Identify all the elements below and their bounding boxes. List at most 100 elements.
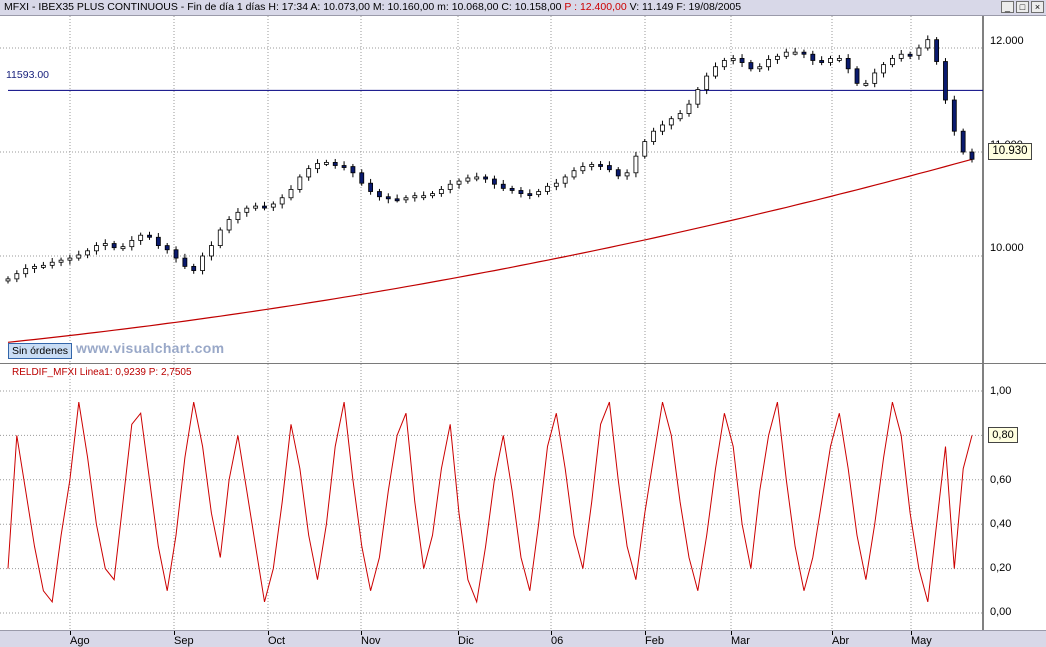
x-tick-mark	[551, 631, 552, 635]
price-chart[interactable]	[0, 16, 1046, 364]
osc-tick-000: 0,00	[990, 606, 1012, 618]
x-tick-mark	[458, 631, 459, 635]
candle-body	[907, 53, 913, 57]
chart-title-bar: MFXI - IBEX35 PLUS CONTINUOUS - Fin de d…	[0, 0, 1046, 16]
candle-body	[173, 249, 179, 259]
candle-body	[668, 118, 674, 126]
candle-body	[14, 273, 20, 280]
osc-tick-040: 0,40	[990, 518, 1012, 530]
candle-body	[40, 264, 46, 268]
high-value: M: 10.160,00	[372, 1, 435, 13]
candle-body	[377, 191, 382, 198]
candle-body	[315, 163, 320, 170]
x-tick-mark	[911, 631, 912, 635]
minimize-button[interactable]: _	[1001, 1, 1014, 13]
candle-body	[951, 99, 957, 132]
x-tick-mark	[832, 631, 833, 635]
candle-body	[898, 53, 904, 59]
candle-body	[925, 39, 931, 49]
candle-body	[253, 205, 259, 209]
candle-body	[766, 59, 771, 68]
candle-body	[85, 250, 90, 256]
candle-body	[615, 169, 621, 177]
candle-body	[412, 195, 418, 199]
candle-body	[306, 168, 312, 178]
candle-body	[863, 82, 869, 86]
candle-body	[845, 58, 851, 70]
candle-body	[810, 53, 816, 61]
candle-body	[5, 278, 11, 282]
x-tick-mark	[731, 631, 732, 635]
candle-body	[474, 176, 480, 180]
ma-path	[7, 158, 973, 343]
volume-value: V: 11.149	[629, 1, 674, 13]
candle-body	[598, 164, 603, 167]
candle-body	[447, 183, 453, 190]
candle-body	[332, 161, 338, 166]
candle-body	[527, 193, 533, 197]
candle-body	[589, 164, 595, 167]
candle-body	[129, 239, 135, 248]
candle-body	[191, 265, 197, 271]
candle-body	[943, 61, 948, 101]
osc-path	[7, 401, 973, 604]
candle-body	[182, 257, 188, 267]
candle-body	[288, 189, 294, 199]
candle-body	[969, 151, 975, 160]
indicator-chart[interactable]	[0, 364, 1046, 630]
x-tick-mark	[70, 631, 71, 635]
indicator-title: RELDIF_MFXI Linea1: 0,9239 P: 2,7505	[12, 367, 192, 378]
candle-body	[67, 257, 73, 261]
candle-body	[536, 191, 542, 196]
window-controls: _ □ ×	[1001, 1, 1044, 13]
x-tick-feb: Feb	[645, 635, 664, 647]
candle-body	[217, 229, 223, 246]
candle-body	[359, 172, 365, 184]
candle-body	[430, 193, 435, 197]
close-button[interactable]: ×	[1031, 1, 1044, 13]
candle-body	[960, 130, 966, 153]
candle-body	[483, 176, 488, 180]
candle-body	[368, 182, 374, 192]
candle-body	[916, 47, 922, 56]
x-tick-mark	[268, 631, 269, 635]
osc-tick-060: 0,60	[990, 474, 1012, 486]
candle-body	[102, 243, 108, 247]
x-tick-nov: Nov	[361, 635, 381, 647]
candle-body	[890, 58, 895, 66]
candle-body	[120, 246, 126, 250]
candle-body	[155, 236, 161, 246]
candle-body	[624, 172, 630, 177]
candle-body	[138, 234, 144, 241]
low-value: m: 10.068,00	[437, 1, 499, 13]
indicator-line	[7, 401, 973, 604]
candle-body	[509, 187, 515, 191]
candle-body	[748, 62, 754, 70]
candle-body	[111, 243, 117, 249]
candle-body	[297, 176, 303, 190]
candle-body	[571, 170, 577, 178]
candle-body	[385, 196, 391, 200]
candle-body	[704, 75, 710, 91]
period-label: Fin de día 1 días	[187, 1, 266, 13]
candle-body	[270, 203, 276, 208]
maximize-button[interactable]: □	[1016, 1, 1029, 13]
candle-body	[341, 165, 347, 168]
candle-body	[279, 197, 285, 205]
candle-body	[209, 245, 214, 257]
candle-body	[642, 141, 648, 157]
candle-body	[226, 219, 232, 231]
x-tick-mar: Mar	[731, 635, 750, 647]
candle-body	[323, 161, 329, 165]
candle-body	[58, 259, 64, 263]
candle-body	[147, 234, 152, 238]
candle-body	[783, 51, 789, 57]
reference-line-label: 11593.00	[6, 69, 50, 81]
candle-body	[421, 195, 427, 199]
x-tick-ago: Ago	[70, 635, 90, 647]
orders-status-badge[interactable]: Sin órdenes	[8, 343, 73, 359]
candle-body	[695, 89, 701, 105]
candle-body	[934, 39, 940, 62]
date-value: F: 19/08/2005	[676, 1, 742, 13]
osc-tick-020: 0,20	[990, 562, 1012, 574]
